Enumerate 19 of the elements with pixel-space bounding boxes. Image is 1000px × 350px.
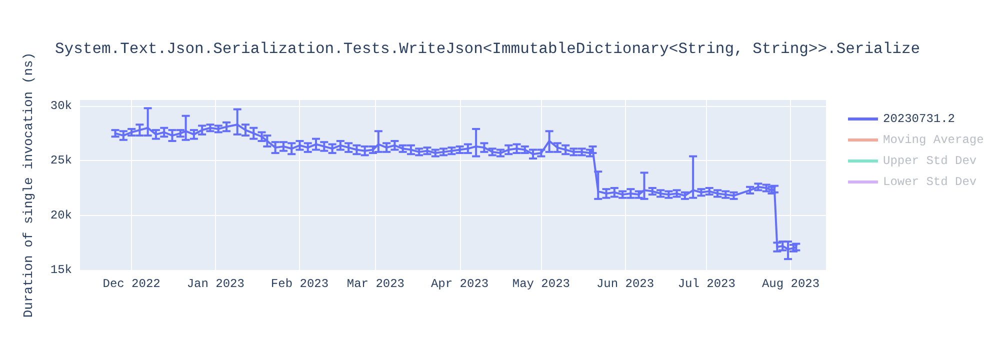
x-tick-label: Jun 2023 (596, 277, 654, 291)
y-tick-label: 20k (50, 208, 72, 222)
x-tick-label: Jul 2023 (678, 277, 736, 291)
legend-label: Lower Std Dev (883, 175, 977, 189)
x-tick-label: Apr 2023 (430, 277, 489, 291)
chart-title: System.Text.Json.Serialization.Tests.WriteJson<ImmutableDictionary<String, String>>.Serialize (55, 40, 920, 58)
y-tick-label: 30k (50, 99, 72, 114)
x-tick-label: Dec 2022 (102, 277, 160, 291)
legend-label: 20230731.2 (883, 112, 956, 126)
legend-label: Upper Std Dev (883, 154, 977, 168)
y-axis-title: Duration of single invocation (ns) (21, 52, 36, 318)
y-tick-label: 25k (50, 154, 72, 168)
x-tick-label: Mar 2023 (346, 277, 404, 291)
x-tick-label: May 2023 (512, 277, 570, 291)
x-tick-label: Jan 2023 (186, 277, 244, 291)
y-tick-label: 15k (50, 263, 72, 277)
x-tick-label: Feb 2023 (270, 277, 329, 291)
x-tick-label: Aug 2023 (762, 277, 820, 291)
legend-label: Moving Average (883, 133, 984, 147)
